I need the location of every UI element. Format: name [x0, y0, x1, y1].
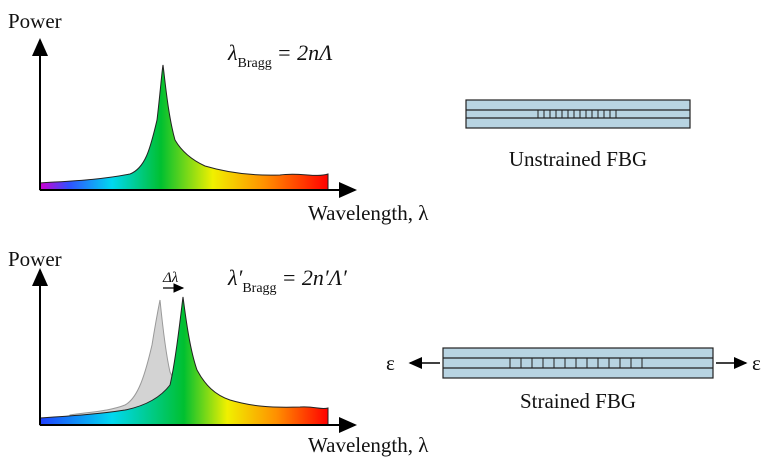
y-axis-label: Power	[8, 9, 62, 33]
eq-symbol: λ	[227, 40, 238, 65]
fiber-caption: Strained FBG	[520, 389, 636, 413]
spectrum-shifted	[39, 296, 329, 426]
fiber-caption: Unstrained FBG	[509, 147, 647, 171]
eq-rhs: = 2n′Λ′	[282, 265, 348, 290]
fiber-unstrained	[465, 99, 691, 129]
x-axis-label: Wavelength, λ	[308, 433, 429, 457]
strain-label: ε	[752, 351, 761, 375]
strain-label: ε	[386, 351, 395, 375]
eq-subscript: Bragg	[242, 281, 276, 296]
eq-rhs: = 2nΛ	[277, 40, 333, 65]
eq-subscript: Bragg	[238, 56, 272, 71]
equation: λ′Bragg = 2n′Λ′	[227, 265, 348, 296]
y-axis-label: Power	[8, 247, 62, 271]
fiber-strained	[442, 347, 714, 379]
equation: λBragg = 2nΛ	[227, 40, 333, 71]
shift-label: Δλ	[162, 270, 179, 286]
spectrum	[39, 64, 329, 191]
x-axis-label: Wavelength, λ	[308, 201, 429, 225]
eq-symbol: λ′	[227, 265, 244, 290]
